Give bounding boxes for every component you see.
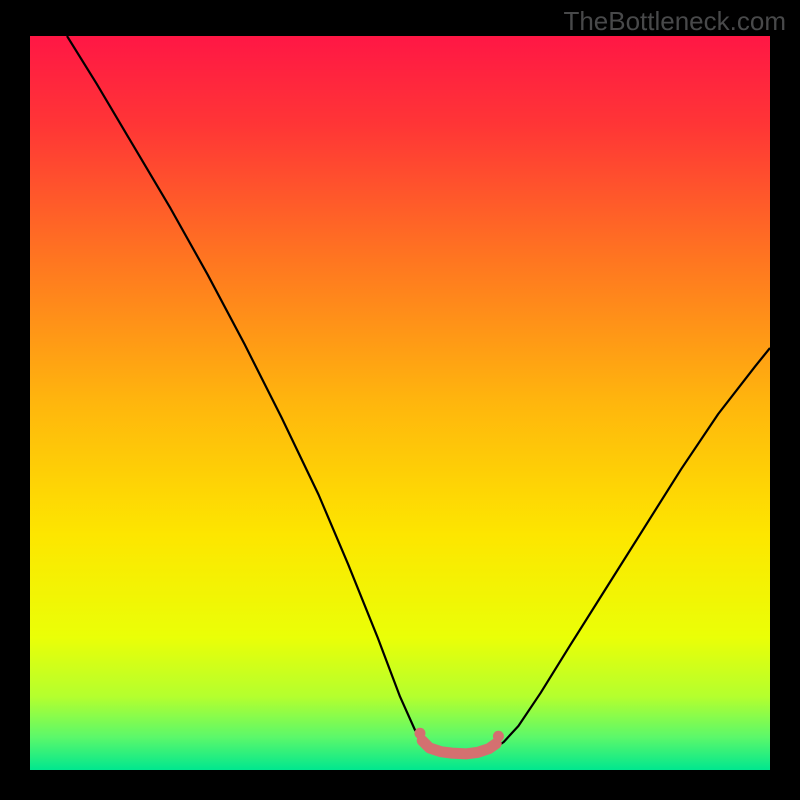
optimal-range-right-dot <box>493 731 504 742</box>
chart-svg <box>30 36 770 770</box>
watermark-text: TheBottleneck.com <box>563 6 786 37</box>
optimal-range-left-dot <box>414 728 425 739</box>
gradient-background <box>30 36 770 770</box>
bottleneck-chart <box>30 36 770 770</box>
